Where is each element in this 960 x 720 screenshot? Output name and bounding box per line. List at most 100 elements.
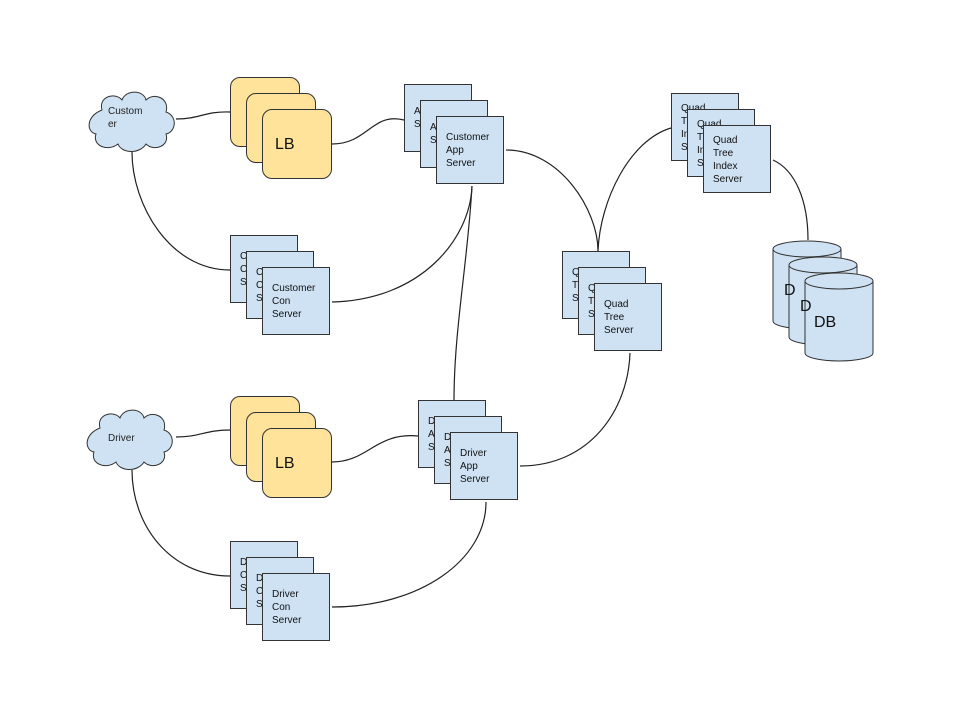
connector-customer-con-to-customer-app <box>331 185 473 303</box>
server-label-line: Driver <box>272 589 299 600</box>
server-card-front: Customer Con Server <box>262 267 330 335</box>
server-label-line: App <box>446 145 464 156</box>
server-label-line: Server <box>713 174 743 185</box>
lb-card-front: LB <box>262 428 332 498</box>
server-label-line: Q <box>588 283 596 294</box>
server-label-line: Tree <box>604 312 625 323</box>
connector-driver-to-driver-lb <box>175 429 231 438</box>
customer-con-server-stack: C C S C C S Customer Con Server <box>230 235 332 337</box>
server-label-line: S <box>697 158 704 169</box>
connector-customer-app-to-driver-app <box>453 185 473 401</box>
server-label-line: In <box>697 145 706 156</box>
server-label-line: T <box>681 116 688 127</box>
server-label-line: Server <box>272 615 302 626</box>
server-label-line: C <box>256 586 264 597</box>
server-label-line: S <box>428 442 435 453</box>
lb-card-front: LB <box>262 109 332 179</box>
driver-cloud-label: Driver <box>108 432 135 445</box>
connector-driver-to-driver-con <box>131 469 231 577</box>
driver-lb-stack: LB <box>230 396 332 498</box>
customer-cloud: Custom er <box>84 86 178 156</box>
lb-label: LB <box>275 455 295 472</box>
server-card-front: Quad Tree Index Server <box>703 125 771 193</box>
connector-quad-index-to-db <box>772 159 809 241</box>
server-label-line: C <box>256 267 264 278</box>
server-label-line: D <box>444 432 452 443</box>
driver-cloud: Driver <box>82 404 178 474</box>
server-label-line: A <box>428 429 435 440</box>
server-label-line: C <box>240 570 248 581</box>
server-label-line: Con <box>272 296 291 307</box>
server-label-line: S <box>240 583 247 594</box>
server-label-line: C <box>256 280 264 291</box>
server-label-line: Tree <box>713 148 734 159</box>
server-label-line: Customer <box>446 132 490 143</box>
server-label-line: T <box>572 280 579 291</box>
server-label-line: C <box>240 251 248 262</box>
connector-driver-con-to-driver-app <box>331 501 487 608</box>
server-label-line: S <box>430 135 437 146</box>
server-label-line: S <box>256 293 263 304</box>
server-label-line: A <box>444 445 451 456</box>
customer-cloud-label: Custom er <box>108 105 142 131</box>
server-label-line: T <box>697 132 704 143</box>
server-label-line: C <box>240 264 248 275</box>
server-label-line: Server <box>446 158 476 169</box>
connector-customer-to-customer-lb <box>175 111 231 120</box>
db-label: D <box>800 298 812 315</box>
server-label-line: Quad <box>713 135 738 146</box>
quad-tree-server-stack: Q T S Q T S Quad Tree Server <box>562 251 664 353</box>
cloud-label-line: Custom <box>108 106 143 117</box>
server-label-line: S <box>240 277 247 288</box>
server-label-line: Driver <box>460 448 487 459</box>
server-label-line: D <box>428 416 436 427</box>
server-card-front: Customer App Server <box>436 116 504 184</box>
cloud-label-line: Driver <box>108 433 135 444</box>
server-label-line: Server <box>460 474 490 485</box>
customer-lb-stack: LB <box>230 77 332 179</box>
connector-customer-to-customer-con <box>131 151 231 271</box>
server-label-line: Con <box>272 602 291 613</box>
server-label-line: Quad <box>604 299 629 310</box>
db-cylinder-front <box>804 272 874 362</box>
db-label: DB <box>814 314 837 331</box>
database-icon <box>772 240 874 362</box>
server-label-line: D <box>240 557 248 568</box>
server-label-line: S <box>414 119 421 130</box>
server-label-line: Server <box>604 325 634 336</box>
server-card-front: Driver App Server <box>450 432 518 500</box>
driver-con-server-stack: D C S D C S Driver Con Server <box>230 541 332 643</box>
cloud-icon <box>88 91 175 152</box>
server-label-line: A <box>414 106 421 117</box>
server-label-line: S <box>588 309 595 320</box>
server-label-line: D <box>256 573 264 584</box>
db-label: D <box>784 282 796 299</box>
connector-driver-app-to-quad-tree <box>519 352 631 467</box>
server-label-line: Index <box>713 161 738 172</box>
server-label-line: Customer <box>272 283 316 294</box>
connector-quad-tree-to-quad-index <box>597 127 672 252</box>
connector-customer-app-to-quad-tree <box>505 149 599 252</box>
server-card-front: Quad Tree Server <box>594 283 662 351</box>
server-label-line: T <box>588 296 595 307</box>
cloud-label-line: er <box>108 119 117 130</box>
cloud-icon <box>86 409 173 470</box>
driver-app-server-stack: D A S D A S Driver App Server <box>418 400 520 502</box>
server-label-line: Q <box>572 267 580 278</box>
customer-app-server-stack: A S A S Customer App Server <box>404 84 506 186</box>
server-label-line: A <box>430 122 437 133</box>
server-label-line: S <box>256 599 263 610</box>
quad-tree-index-server-stack: Quad T In S Quad T In S Quad Tree Index … <box>671 93 773 195</box>
server-label-line: Quad <box>697 118 721 131</box>
server-card-front: Driver Con Server <box>262 573 330 641</box>
lb-label: LB <box>275 136 295 153</box>
server-label-line: S <box>572 293 579 304</box>
server-label-line: S <box>444 458 451 469</box>
connector-driver-lb-to-driver-app <box>331 435 419 463</box>
server-label-line: S <box>681 142 688 153</box>
server-label-line: App <box>460 461 478 472</box>
server-label-line: In <box>681 129 690 140</box>
server-label-line: Server <box>272 309 302 320</box>
